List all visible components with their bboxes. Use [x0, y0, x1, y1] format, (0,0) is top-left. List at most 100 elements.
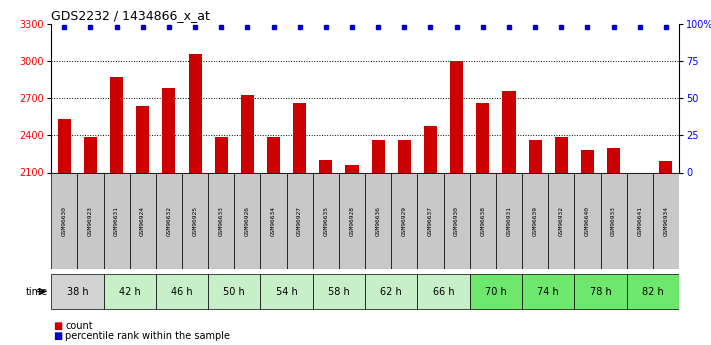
Bar: [182, 172, 208, 269]
Text: GSM96934: GSM96934: [663, 206, 668, 236]
Bar: [313, 275, 365, 308]
Bar: [365, 172, 391, 269]
Text: GSM96931: GSM96931: [506, 206, 511, 236]
Text: ■: ■: [53, 321, 63, 331]
Bar: [607, 148, 620, 172]
Bar: [58, 119, 71, 172]
Bar: [267, 137, 280, 172]
Bar: [528, 140, 542, 172]
Bar: [287, 172, 313, 269]
Bar: [574, 172, 601, 269]
Bar: [470, 275, 522, 308]
Bar: [241, 95, 254, 172]
Text: GSM96927: GSM96927: [297, 206, 302, 236]
Bar: [51, 172, 77, 269]
Bar: [372, 140, 385, 172]
Bar: [339, 172, 365, 269]
Bar: [215, 137, 228, 172]
Text: 70 h: 70 h: [485, 287, 507, 296]
Text: GSM96640: GSM96640: [585, 206, 590, 236]
Bar: [313, 172, 339, 269]
Text: GSM96926: GSM96926: [245, 206, 250, 236]
Bar: [260, 172, 287, 269]
Text: 54 h: 54 h: [276, 287, 297, 296]
Bar: [129, 172, 156, 269]
Text: GSM96928: GSM96928: [350, 206, 355, 236]
Bar: [162, 88, 176, 172]
Text: GSM96634: GSM96634: [271, 206, 276, 236]
Bar: [626, 172, 653, 269]
Bar: [417, 172, 444, 269]
Text: time: time: [26, 287, 48, 296]
Text: count: count: [65, 321, 93, 331]
Bar: [260, 275, 313, 308]
Text: percentile rank within the sample: percentile rank within the sample: [65, 332, 230, 341]
Bar: [156, 172, 182, 269]
Text: 78 h: 78 h: [589, 287, 611, 296]
Text: GSM96638: GSM96638: [481, 206, 486, 236]
Bar: [319, 160, 333, 172]
Bar: [659, 161, 673, 172]
Text: GSM96635: GSM96635: [324, 206, 328, 236]
Bar: [51, 275, 104, 308]
Bar: [188, 54, 202, 172]
Text: GSM96641: GSM96641: [637, 206, 642, 236]
Bar: [346, 165, 358, 172]
Text: 38 h: 38 h: [67, 287, 88, 296]
Bar: [208, 172, 235, 269]
Bar: [84, 137, 97, 172]
Text: GSM96631: GSM96631: [114, 206, 119, 236]
Text: 66 h: 66 h: [433, 287, 454, 296]
Bar: [496, 172, 522, 269]
Bar: [208, 275, 260, 308]
Bar: [601, 172, 626, 269]
Text: GSM96932: GSM96932: [559, 206, 564, 236]
Bar: [137, 106, 149, 172]
Bar: [574, 275, 626, 308]
Bar: [397, 140, 411, 172]
Text: GSM96924: GSM96924: [140, 206, 145, 236]
Bar: [476, 103, 489, 172]
Text: GSM96636: GSM96636: [375, 206, 380, 236]
Bar: [470, 172, 496, 269]
Bar: [581, 150, 594, 172]
Bar: [235, 172, 260, 269]
Text: 82 h: 82 h: [642, 287, 664, 296]
Bar: [424, 126, 437, 172]
Bar: [503, 91, 515, 172]
Bar: [548, 172, 574, 269]
Bar: [522, 275, 574, 308]
Text: 58 h: 58 h: [328, 287, 350, 296]
Text: GSM96637: GSM96637: [428, 206, 433, 236]
Text: 42 h: 42 h: [119, 287, 141, 296]
Text: 62 h: 62 h: [380, 287, 402, 296]
Text: GSM96933: GSM96933: [611, 206, 616, 236]
Bar: [391, 172, 417, 269]
Text: GSM96925: GSM96925: [193, 206, 198, 236]
Text: 46 h: 46 h: [171, 287, 193, 296]
Text: GDS2232 / 1434866_x_at: GDS2232 / 1434866_x_at: [51, 9, 210, 22]
Text: GSM96930: GSM96930: [454, 206, 459, 236]
Bar: [555, 137, 568, 172]
Text: GSM96639: GSM96639: [533, 206, 538, 236]
Bar: [417, 275, 470, 308]
Text: ■: ■: [53, 332, 63, 341]
Text: GSM96632: GSM96632: [166, 206, 171, 236]
Bar: [626, 275, 679, 308]
Text: 50 h: 50 h: [223, 287, 245, 296]
Bar: [365, 275, 417, 308]
Bar: [77, 172, 104, 269]
Bar: [444, 172, 470, 269]
Text: GSM96929: GSM96929: [402, 206, 407, 236]
Bar: [156, 275, 208, 308]
Text: 74 h: 74 h: [538, 287, 559, 296]
Bar: [104, 172, 129, 269]
Bar: [653, 172, 679, 269]
Bar: [293, 103, 306, 172]
Bar: [110, 77, 123, 172]
Text: GSM96923: GSM96923: [88, 206, 93, 236]
Bar: [522, 172, 548, 269]
Text: GSM96633: GSM96633: [219, 206, 224, 236]
Bar: [104, 275, 156, 308]
Bar: [450, 61, 463, 172]
